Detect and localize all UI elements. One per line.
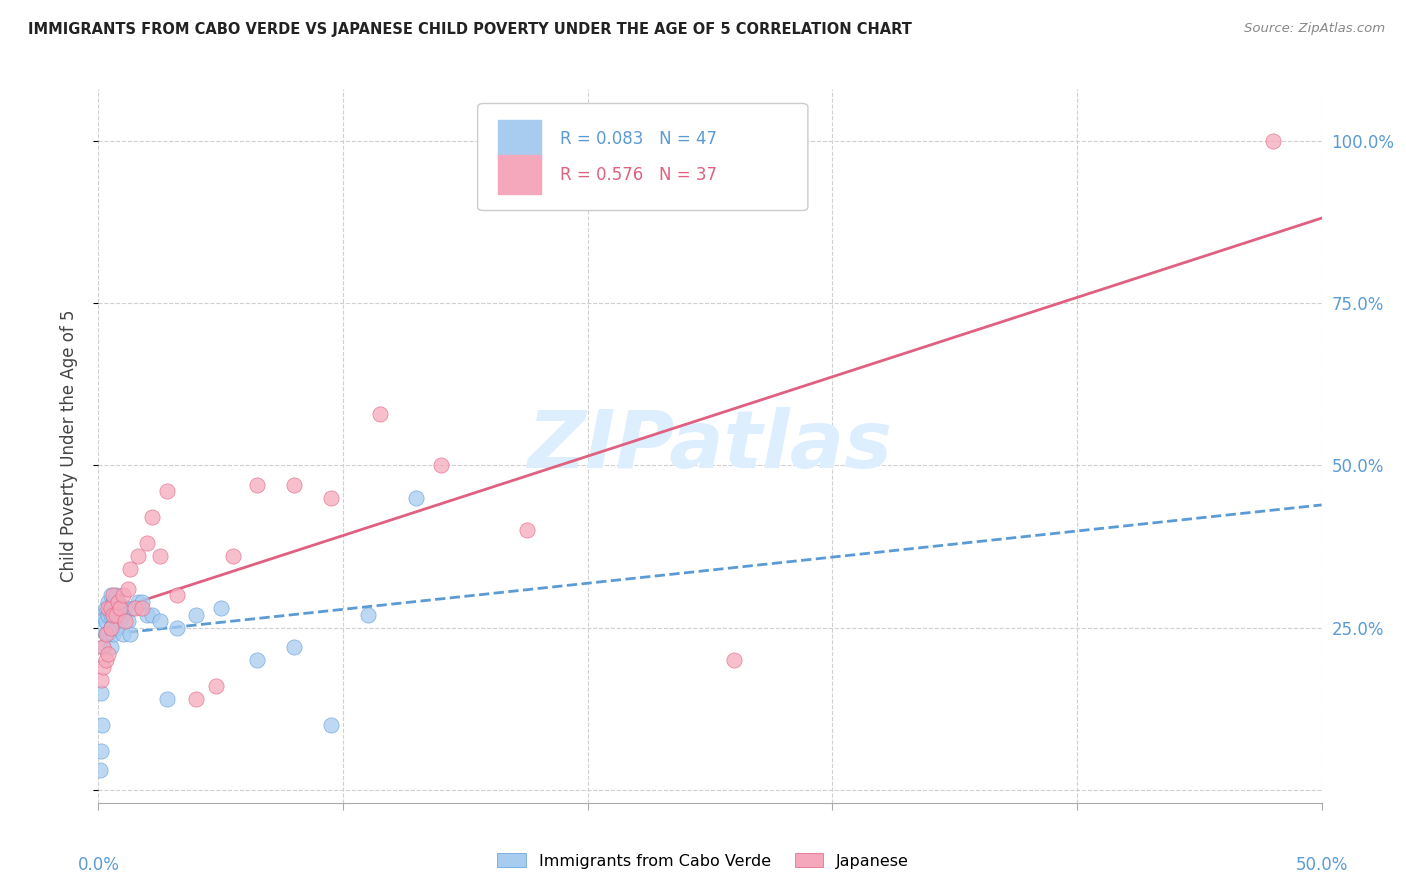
Point: [97, 595, 120, 609]
Text: R = 0.576   N = 37: R = 0.576 N = 37: [560, 166, 717, 184]
Point: [100, 621, 122, 635]
Point: [110, 601, 132, 615]
Point: [156, 692, 179, 706]
Text: IMMIGRANTS FROM CABO VERDE VS JAPANESE CHILD POVERTY UNDER THE AGE OF 5 CORRELAT: IMMIGRANTS FROM CABO VERDE VS JAPANESE C…: [28, 22, 912, 37]
Point: [97, 601, 120, 615]
Point: [283, 640, 305, 654]
Text: R = 0.083   N = 47: R = 0.083 N = 47: [560, 130, 717, 148]
Point: [110, 601, 132, 615]
Point: [186, 607, 208, 622]
Point: [166, 588, 188, 602]
Text: ZIPatlas: ZIPatlas: [527, 407, 893, 485]
Point: [209, 601, 232, 615]
Point: [156, 484, 179, 499]
Point: [141, 607, 163, 622]
Point: [100, 640, 122, 654]
Point: [111, 627, 134, 641]
Point: [97, 607, 120, 622]
Point: [136, 607, 159, 622]
Point: [94, 627, 117, 641]
Point: [94, 653, 117, 667]
Point: [141, 510, 163, 524]
Point: [127, 595, 149, 609]
Point: [91, 718, 114, 732]
Point: [101, 607, 124, 622]
Text: Source: ZipAtlas.com: Source: ZipAtlas.com: [1244, 22, 1385, 36]
Point: [107, 595, 129, 609]
Point: [101, 627, 124, 641]
Point: [114, 614, 136, 628]
Point: [121, 601, 143, 615]
FancyBboxPatch shape: [478, 103, 808, 211]
Point: [430, 458, 453, 473]
Point: [120, 627, 142, 641]
Point: [120, 562, 142, 576]
Point: [283, 478, 305, 492]
Point: [94, 627, 117, 641]
Point: [186, 692, 208, 706]
Point: [100, 607, 122, 622]
Point: [111, 588, 134, 602]
Point: [246, 653, 269, 667]
Point: [117, 582, 139, 596]
Text: 0.0%: 0.0%: [77, 856, 120, 874]
Point: [149, 549, 172, 564]
Point: [136, 536, 159, 550]
Point: [90, 685, 112, 699]
Point: [124, 601, 146, 615]
Point: [91, 621, 114, 635]
Point: [97, 627, 120, 641]
Point: [222, 549, 245, 564]
Point: [149, 614, 172, 628]
Point: [94, 601, 117, 615]
Point: [368, 407, 391, 421]
Point: [205, 679, 228, 693]
Point: [100, 601, 122, 615]
Point: [405, 491, 427, 505]
Point: [97, 647, 120, 661]
Point: [127, 549, 149, 564]
Point: [356, 607, 378, 622]
Point: [104, 621, 127, 635]
Point: [107, 607, 129, 622]
Point: [91, 659, 114, 673]
Point: [94, 614, 117, 628]
Point: [101, 588, 124, 602]
Point: [117, 614, 139, 628]
Point: [131, 595, 153, 609]
Point: [100, 621, 122, 635]
Point: [107, 595, 129, 609]
Point: [114, 601, 136, 615]
Point: [101, 607, 124, 622]
Point: [104, 588, 127, 602]
Point: [90, 744, 112, 758]
Point: [319, 718, 342, 732]
Point: [91, 640, 114, 654]
Bar: [498, 155, 541, 194]
Point: [101, 595, 124, 609]
Point: [166, 621, 188, 635]
Point: [131, 601, 153, 615]
Bar: [498, 120, 541, 159]
Point: [104, 601, 127, 615]
Point: [91, 640, 114, 654]
Point: [90, 673, 112, 687]
Point: [246, 478, 269, 492]
Point: [104, 607, 127, 622]
Legend: Immigrants from Cabo Verde, Japanese: Immigrants from Cabo Verde, Japanese: [491, 847, 915, 875]
Point: [1261, 134, 1284, 148]
Point: [111, 607, 134, 622]
Point: [515, 524, 537, 538]
Point: [723, 653, 745, 667]
Point: [319, 491, 342, 505]
Point: [110, 614, 132, 628]
Y-axis label: Child Poverty Under the Age of 5: Child Poverty Under the Age of 5: [59, 310, 77, 582]
Point: [89, 764, 111, 778]
Point: [91, 607, 114, 622]
Point: [100, 588, 122, 602]
Text: 50.0%: 50.0%: [1295, 856, 1348, 874]
